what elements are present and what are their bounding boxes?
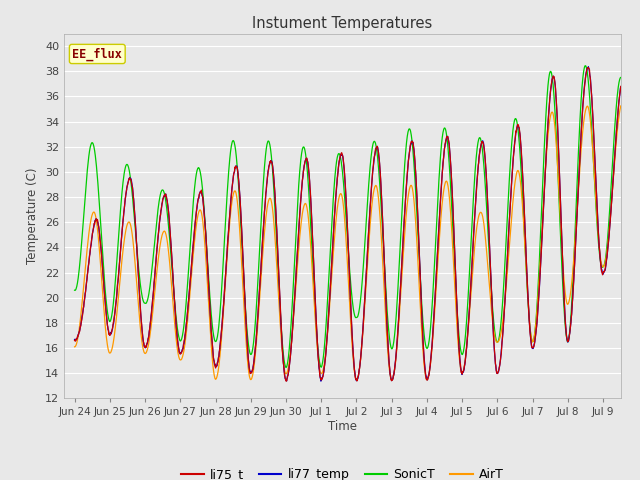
li77_temp	[71, 336, 79, 342]
li75_t	[113, 291, 121, 297]
SonicT	[314, 347, 322, 352]
li75_t	[282, 378, 290, 384]
SonicT	[617, 74, 625, 80]
li75_t	[617, 84, 625, 89]
SonicT	[135, 270, 143, 276]
AirT	[135, 311, 143, 316]
li75_t	[584, 65, 591, 71]
li75_t	[382, 294, 390, 300]
li75_t	[314, 351, 322, 357]
Line: li77_temp: li77_temp	[75, 67, 621, 381]
Line: SonicT: SonicT	[75, 66, 621, 367]
li77_temp	[303, 156, 310, 161]
li77_temp	[317, 378, 324, 384]
Legend: li75_t, li77_temp, SonicT, AirT: li75_t, li77_temp, SonicT, AirT	[176, 463, 509, 480]
Text: EE_flux: EE_flux	[72, 48, 122, 60]
li77_temp	[113, 291, 121, 297]
SonicT	[113, 258, 121, 264]
SonicT	[303, 161, 310, 167]
li75_t	[324, 324, 332, 330]
AirT	[71, 344, 79, 350]
li77_temp	[314, 346, 321, 351]
AirT	[617, 103, 625, 109]
Line: li75_t: li75_t	[75, 68, 621, 381]
li77_temp	[617, 84, 625, 90]
li77_temp	[324, 324, 332, 330]
SonicT	[582, 63, 589, 69]
SonicT	[382, 287, 390, 292]
Title: Instument Temperatures: Instument Temperatures	[252, 16, 433, 31]
AirT	[388, 377, 396, 383]
SonicT	[282, 364, 290, 370]
li77_temp	[382, 294, 390, 300]
li75_t	[135, 284, 143, 289]
Line: AirT: AirT	[75, 106, 621, 380]
li77_temp	[135, 284, 143, 290]
AirT	[113, 311, 121, 316]
SonicT	[324, 293, 332, 299]
Y-axis label: Temperature (C): Temperature (C)	[26, 168, 39, 264]
li75_t	[303, 155, 310, 161]
X-axis label: Time: Time	[328, 420, 357, 433]
AirT	[314, 349, 321, 355]
li77_temp	[584, 64, 592, 70]
AirT	[381, 310, 389, 316]
AirT	[303, 202, 310, 208]
SonicT	[71, 288, 79, 293]
AirT	[324, 332, 332, 337]
li75_t	[71, 337, 79, 343]
